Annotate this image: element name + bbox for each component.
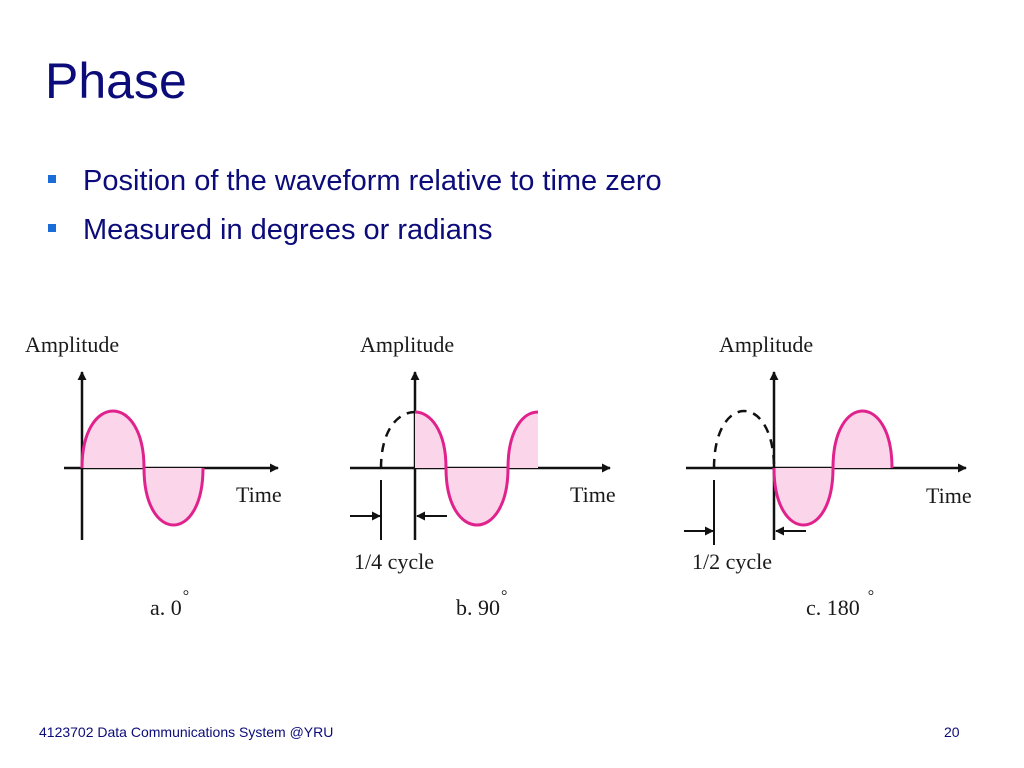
amplitude-label: Amplitude — [360, 332, 454, 357]
wave-fill — [415, 412, 538, 525]
bullet-item: Position of the waveform relative to tim… — [45, 162, 662, 211]
dashed-reference-wave — [379, 410, 416, 469]
square-bullet-icon — [48, 175, 56, 183]
amplitude-label: Amplitude — [719, 332, 813, 357]
panel-b: Amplitude 1/4 cycle Time b. 90° — [350, 332, 616, 620]
bullet-item: Measured in degrees or radians — [45, 211, 662, 260]
dashed-reference-wave — [712, 410, 776, 469]
shift-label: 1/2 cycle — [692, 549, 772, 574]
time-label: Time — [926, 483, 972, 508]
panel-a: Amplitude Time a. 0° — [25, 332, 282, 620]
slide-title: Phase — [45, 53, 187, 109]
footer-page-number: 20 — [944, 724, 960, 740]
footer-course: 4123702 Data Communications System @YRU — [39, 724, 334, 740]
phase-diagram: Amplitude Time a. 0° Amplitude 1/4 cycle… — [25, 332, 972, 620]
caption: a. 0° — [150, 588, 189, 620]
sine-wave — [414, 410, 539, 527]
square-bullet-icon — [48, 224, 56, 232]
bullet-text: Measured in degrees or radians — [83, 214, 493, 246]
caption: c. 180 ° — [806, 588, 874, 620]
bullet-text: Position of the waveform relative to tim… — [83, 165, 662, 197]
time-label: Time — [236, 482, 282, 507]
bullet-list: Position of the waveform relative to tim… — [45, 162, 662, 260]
panel-c: Amplitude 1/2 cycle Time c. 180 ° — [684, 332, 972, 620]
sine-wave — [772, 409, 894, 527]
shift-label: 1/4 cycle — [354, 549, 434, 574]
sine-wave — [80, 409, 205, 527]
caption: b. 90° — [456, 588, 507, 620]
amplitude-label: Amplitude — [25, 332, 119, 357]
time-label: Time — [570, 482, 616, 507]
